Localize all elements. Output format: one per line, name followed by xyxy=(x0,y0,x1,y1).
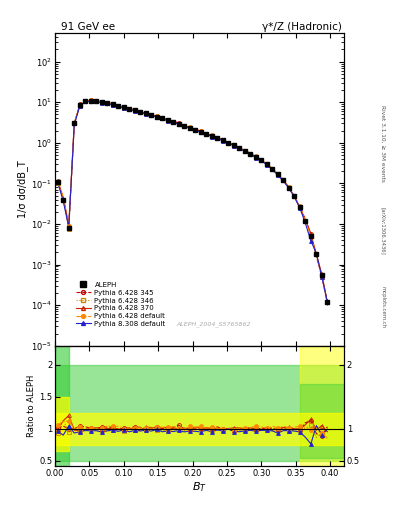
ALEPH xyxy=(77,102,82,108)
ALEPH xyxy=(325,299,330,305)
ALEPH xyxy=(198,129,203,135)
ALEPH xyxy=(61,197,66,203)
Legend: ALEPH, Pythia 6.428 345, Pythia 6.428 346, Pythia 6.428 370, Pythia 6.428 defaul: ALEPH, Pythia 6.428 345, Pythia 6.428 34… xyxy=(73,279,168,330)
ALEPH xyxy=(193,126,198,133)
ALEPH xyxy=(292,193,297,199)
ALEPH xyxy=(138,109,143,115)
ALEPH xyxy=(309,233,313,239)
ALEPH xyxy=(187,124,192,131)
ALEPH xyxy=(149,112,154,118)
Y-axis label: 1/σ dσ/dB_T: 1/σ dσ/dB_T xyxy=(17,161,28,219)
ALEPH xyxy=(231,142,236,148)
ALEPH xyxy=(320,272,324,278)
Text: [arXiv:1306.3436]: [arXiv:1306.3436] xyxy=(381,206,386,254)
Bar xyxy=(300,346,344,466)
ALEPH xyxy=(127,105,132,112)
Y-axis label: Ratio to ALEPH: Ratio to ALEPH xyxy=(28,375,36,437)
Bar xyxy=(55,365,344,461)
Text: γ*/Z (Hadronic): γ*/Z (Hadronic) xyxy=(262,22,342,32)
ALEPH xyxy=(209,133,214,139)
ALEPH xyxy=(204,131,209,137)
ALEPH xyxy=(237,145,242,151)
Bar xyxy=(300,384,344,458)
ALEPH xyxy=(99,99,104,105)
Text: mcplots.cern.ch: mcplots.cern.ch xyxy=(381,286,386,328)
ALEPH xyxy=(264,161,269,167)
Bar xyxy=(55,397,69,451)
ALEPH xyxy=(143,110,148,116)
Text: Rivet 3.1.10, ≥ 3M events: Rivet 3.1.10, ≥ 3M events xyxy=(381,105,386,182)
ALEPH xyxy=(116,103,121,109)
ALEPH xyxy=(215,135,220,141)
Text: ALEPH_2004_S5765862: ALEPH_2004_S5765862 xyxy=(176,322,251,327)
ALEPH xyxy=(160,115,165,121)
ALEPH xyxy=(242,147,247,154)
ALEPH xyxy=(132,107,137,113)
ALEPH xyxy=(83,98,88,104)
ALEPH xyxy=(66,225,71,231)
ALEPH xyxy=(298,204,302,210)
ALEPH xyxy=(182,122,187,129)
ALEPH xyxy=(55,179,60,185)
ALEPH xyxy=(94,98,99,104)
ALEPH xyxy=(259,157,264,163)
ALEPH xyxy=(176,121,181,127)
X-axis label: $B_T$: $B_T$ xyxy=(192,480,207,494)
ALEPH xyxy=(171,119,176,125)
ALEPH xyxy=(72,120,77,126)
Bar xyxy=(55,346,69,466)
ALEPH xyxy=(303,218,308,224)
ALEPH xyxy=(281,178,286,184)
ALEPH xyxy=(165,117,170,123)
ALEPH xyxy=(275,171,280,177)
ALEPH xyxy=(88,97,93,103)
ALEPH xyxy=(220,137,225,143)
Text: 91 GeV ee: 91 GeV ee xyxy=(61,22,115,32)
ALEPH xyxy=(314,251,319,258)
ALEPH xyxy=(110,101,115,108)
ALEPH xyxy=(226,140,231,146)
ALEPH xyxy=(270,166,275,172)
Line: ALEPH: ALEPH xyxy=(55,98,330,304)
ALEPH xyxy=(105,100,110,106)
ALEPH xyxy=(253,154,258,160)
ALEPH xyxy=(286,184,291,190)
ALEPH xyxy=(154,114,159,120)
Bar xyxy=(55,413,344,445)
ALEPH xyxy=(121,104,126,111)
ALEPH xyxy=(248,151,253,157)
